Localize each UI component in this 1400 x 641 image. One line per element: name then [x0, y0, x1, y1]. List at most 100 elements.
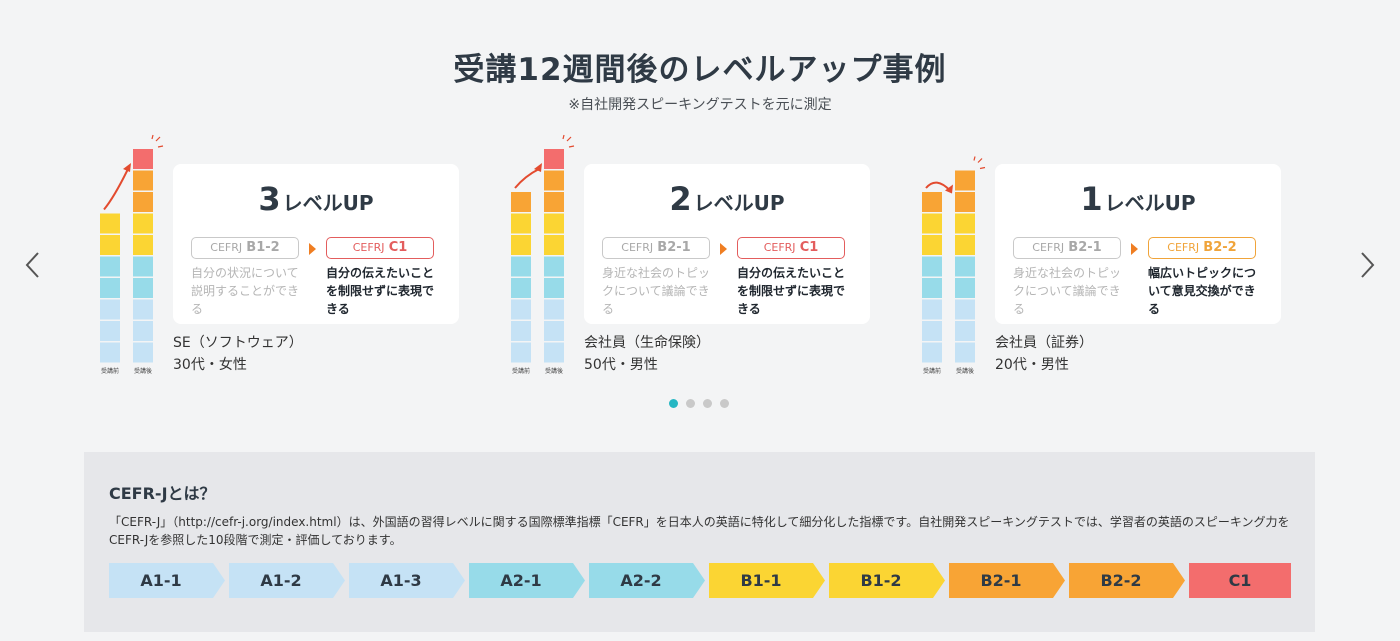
cefr-step-label: C1 [1228, 571, 1252, 590]
before-description: 身近な社会のトピックについて議論できる [1013, 266, 1122, 316]
level-up-heading: 1 レベルUP [995, 180, 1281, 218]
person-age-gender: 30代・女性 [173, 357, 247, 373]
level-bars: 受講前 受講後 [922, 140, 992, 375]
after-bar-label: 受講後 [545, 367, 563, 375]
sparkle-icon [562, 134, 565, 140]
before-bar-segment [100, 278, 120, 298]
person-job: SE（ソフトウェア） [173, 335, 303, 351]
level-bar-chart: 受講前 受講後 [100, 134, 164, 375]
after-bar-segment [133, 235, 153, 255]
after-bar-segment [955, 192, 975, 212]
cefr-step-a1-3: A1-3 [349, 563, 465, 598]
arrow-right-icon [720, 243, 727, 255]
after-bar-segment [133, 342, 153, 363]
arrow-right-icon [309, 243, 316, 255]
before-bar-segment [100, 321, 120, 341]
before-bar-label: 受講前 [101, 367, 119, 375]
before-bar-segment [511, 278, 531, 298]
cefr-level-scale: A1-1 A1-2 A1-3 A2-1 A2-2 B1-1 B1-2 B2-1 B2-2 C1 [109, 563, 1294, 598]
before-bar-segment [100, 256, 120, 277]
carousel-next-button[interactable] [1357, 250, 1377, 280]
cefr-step-b1-2: B1-2 [829, 563, 945, 598]
after-description: 幅広いトピックについて意見交換ができる [1148, 266, 1257, 316]
cefr-step-label: B1-2 [860, 571, 902, 590]
level-up-card: 2 レベルUP CEFRJ B2-1 CEFRJ C1 身近な社会のトピックについ… [584, 164, 870, 324]
before-bar-segment [511, 256, 531, 277]
before-bar-segment [922, 278, 942, 298]
before-bar-segment [100, 342, 120, 363]
cefr-step-label: A1-3 [380, 571, 422, 590]
after-description: 自分の伝えたいことを制限せずに表現できる [326, 266, 435, 316]
person-age-gender: 20代・男性 [995, 357, 1069, 373]
rising-arrow-head-icon [945, 184, 953, 194]
person-job: 会社員（証券） [995, 335, 1093, 351]
after-bar-segment [133, 278, 153, 298]
cefr-j-heading: CEFR-Jとは？ [109, 484, 216, 503]
after-bar-label: 受講後 [134, 367, 152, 375]
cefr-step-b1-1: B1-1 [709, 563, 825, 598]
rising-arrow-icon [925, 181, 951, 192]
after-bar-segment [955, 299, 975, 320]
sparkle-icon [973, 156, 976, 161]
after-bar-segment [544, 299, 564, 320]
carousel-dot-2[interactable] [686, 399, 695, 408]
after-bar-segment [955, 321, 975, 341]
before-level-tag: CEFRJ B1-2 [191, 237, 299, 259]
before-bar-label: 受講前 [923, 367, 941, 375]
cefr-step-label: B2-1 [980, 571, 1022, 590]
cefr-step-label: B1-1 [740, 571, 782, 590]
before-description: 自分の状況について説明することができる [191, 266, 300, 316]
cefr-step-b2-2: B2-2 [1069, 563, 1185, 598]
before-bar-segment [100, 235, 120, 255]
before-bar-segment [511, 235, 531, 255]
carousel-dot-3[interactable] [703, 399, 712, 408]
before-bar-segment [511, 342, 531, 363]
measurement-note: ※自社開発スピーキングテストを元に測定 [568, 97, 832, 113]
person-info: 会社員（証券） 20代・男性 [995, 332, 1093, 376]
carousel-prev-button[interactable] [23, 250, 43, 280]
chevron-right-icon [1361, 252, 1375, 278]
level-up-number: 1 [1080, 180, 1103, 218]
after-level-tag: CEFRJ C1 [737, 237, 845, 259]
level-up-card: 1 レベルUP CEFRJ B2-1 CEFRJ B2-2 身近な社会のトピックに… [995, 164, 1281, 324]
after-bar-segment [955, 342, 975, 363]
after-bar-segment [133, 299, 153, 320]
after-bar-segment [133, 213, 153, 234]
after-level-tag: CEFRJ C1 [326, 237, 434, 259]
rising-arrow-icon [103, 168, 129, 211]
before-bar-segment [511, 321, 531, 341]
after-bar-segment [544, 256, 564, 277]
rising-arrow-icon [514, 168, 540, 189]
after-bar-segment [544, 213, 564, 234]
carousel-dot-1[interactable] [669, 399, 678, 408]
after-bar-segment [544, 342, 564, 363]
before-level-tag: CEFRJ B2-1 [602, 237, 710, 259]
level-bars: 受講前 受講後 [511, 134, 581, 375]
page-title: 受講12週間後のレベルアップ事例 [453, 52, 947, 88]
level-up-unit: レベルUP [693, 191, 785, 215]
carousel-dot-4[interactable] [720, 399, 729, 408]
after-bar-segment [955, 213, 975, 234]
carousel-pagination [669, 399, 737, 409]
cefr-step-a1-2: A1-2 [229, 563, 345, 598]
sparkle-icon [979, 166, 986, 170]
level-bar-chart: 受講前 受講後 [922, 156, 986, 375]
cefr-j-description: 「CEFR-J」（http://cefr-j.org/index.html）は、… [109, 515, 1290, 547]
sparkle-icon [151, 134, 154, 140]
before-bar-segment [511, 299, 531, 320]
arrow-right-icon [1131, 243, 1138, 255]
after-description: 自分の伝えたいことを制限せずに表現できる [737, 266, 846, 316]
before-level-tag: CEFRJ B2-1 [1013, 237, 1121, 259]
after-bar-label: 受講後 [956, 367, 974, 375]
cefr-step-a2-2: A2-2 [589, 563, 705, 598]
after-bar-segment [133, 321, 153, 341]
sparkle-icon [155, 136, 161, 142]
after-bar-segment [955, 256, 975, 277]
after-bar-segment [955, 278, 975, 298]
cefr-step-a1-1: A1-1 [109, 563, 225, 598]
before-bar-segment [100, 213, 120, 234]
sparkle-icon [568, 145, 575, 148]
level-up-card: 3 レベルUP CEFRJ B1-2 CEFRJ C1 自分の状況について説明する… [173, 164, 459, 324]
person-info: SE（ソフトウェア） 30代・女性 [173, 332, 303, 376]
person-job: 会社員（生命保険） [584, 335, 710, 351]
